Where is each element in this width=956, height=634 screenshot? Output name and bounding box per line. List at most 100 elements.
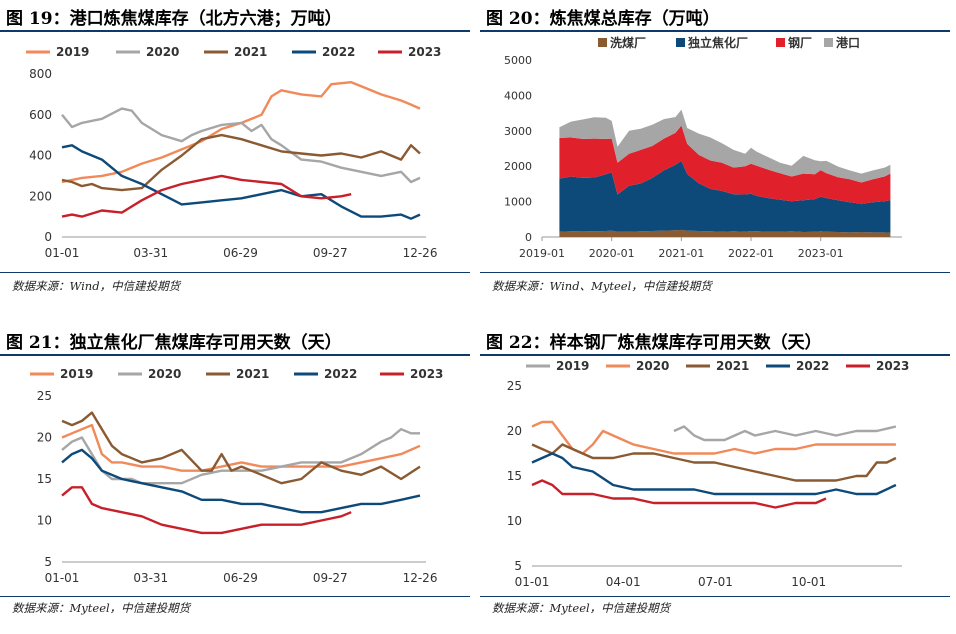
- chart-source-21: 数据来源：Myteel，中信建投期货: [12, 601, 191, 615]
- series-line-2023: [61, 174, 352, 218]
- legend-swatch: [598, 38, 607, 47]
- y-tick-label: 5000: [504, 54, 532, 67]
- x-tick-label: 01-01: [515, 575, 550, 589]
- chart-21-plot: 2019 2020 2021 2022 2023 5 10 15 20 25 01-01 03-31…: [30, 367, 443, 585]
- legend-label: 2022: [322, 45, 355, 59]
- legend-label: 港口: [836, 35, 860, 50]
- chart-title-20: 图 20：炼焦煤总库存（万吨）: [486, 9, 720, 29]
- series-line-2022: [531, 452, 897, 496]
- chart-22-plot: 2019 2020 2021 2022 2023 5 10 15 20 25 01-01 04-01…: [507, 359, 910, 589]
- y-tick-label: 25: [507, 379, 522, 393]
- series-line-2020: [531, 420, 896, 455]
- chart-19-plot: 2019 2020 2021 2022 2023 0 200 400 600 800 01-01 0…: [26, 45, 441, 260]
- y-tick-label: 15: [37, 472, 52, 486]
- legend-label: 2023: [408, 45, 441, 59]
- source-rule: [480, 596, 950, 597]
- legend-label: 2020: [148, 367, 181, 381]
- legend-swatch: [676, 38, 685, 47]
- x-tick-label: 01-01: [45, 571, 80, 585]
- source-rule: [480, 272, 950, 273]
- series-line-2020: [61, 427, 420, 485]
- panel-chart-21: 图 21：独立焦化厂焦煤库存可用天数（天） 2019 2020 2021 2022 20…: [0, 324, 470, 634]
- x-tick-label: 03-31: [133, 246, 168, 260]
- x-tick-label: 2020-01: [589, 247, 635, 260]
- y-tick-label: 10: [37, 514, 52, 528]
- legend-label: 2020: [636, 359, 669, 373]
- y-tick-label: 20: [507, 424, 522, 438]
- panel-chart-19: 图 19：港口炼焦煤库存（北方六港；万吨） 2019 2020 2021 2022 20…: [0, 0, 470, 310]
- x-tick-label: 09-27: [313, 571, 348, 585]
- series-line-2022: [61, 448, 421, 514]
- legend-label: 钢厂: [788, 35, 812, 50]
- chart-title-19: 图 19：港口炼焦煤库存（北方六港；万吨）: [6, 9, 342, 29]
- x-tick-label: 06-29: [223, 571, 258, 585]
- legend-label: 2020: [146, 45, 179, 59]
- series-line-2023: [61, 486, 352, 535]
- y-tick-label: 25: [37, 389, 52, 403]
- y-tick-label: 600: [29, 108, 52, 122]
- legend-label: 2022: [324, 367, 357, 381]
- panel-chart-22: 图 22：样本钢厂炼焦煤库存可用天数（天） 2019 2020 2021 2022 20…: [480, 324, 950, 634]
- x-tick-label: 07-01: [698, 575, 733, 589]
- x-tick-label: 10-01: [791, 575, 826, 589]
- series-line-2019: [673, 425, 897, 442]
- x-tick-label: 04-01: [606, 575, 641, 589]
- chart-20-plot: 洗煤厂 独立焦化厂 钢厂 港口 0 1000 2000 3000 4000 5000 2019-0…: [504, 35, 902, 260]
- y-tick-label: 200: [29, 189, 52, 203]
- title-rule: [480, 30, 950, 32]
- title-rule: [0, 30, 470, 32]
- series-line-2022: [61, 144, 421, 220]
- chart-source-22: 数据来源：Myteel，中信建投期货: [492, 601, 671, 615]
- y-tick-label: 0: [44, 230, 52, 244]
- y-tick-label: 3000: [504, 125, 532, 138]
- legend-swatch: [776, 38, 785, 47]
- x-tick-label: 06-29: [223, 246, 258, 260]
- legend-label: 2019: [56, 45, 89, 59]
- series-line-2021: [61, 411, 421, 485]
- series-line-2021: [531, 443, 897, 482]
- series-line-2023: [531, 479, 827, 509]
- legend-label: 洗煤厂: [610, 35, 646, 50]
- x-tick-label: 03-31: [133, 571, 168, 585]
- legend-label: 2022: [796, 359, 829, 373]
- y-tick-label: 4000: [504, 89, 532, 102]
- x-tick-label: 2021-01: [658, 247, 704, 260]
- legend-swatch: [824, 38, 833, 47]
- legend-label: 2019: [60, 367, 93, 381]
- x-tick-label: 12-26: [403, 571, 438, 585]
- y-tick-label: 20: [37, 431, 52, 445]
- y-tick-label: 5: [514, 559, 522, 573]
- x-tick-label: 12-26: [403, 246, 438, 260]
- series-line-2019: [61, 81, 421, 184]
- legend-label: 独立焦化厂: [687, 35, 748, 50]
- x-tick-label: 2023-01: [798, 247, 844, 260]
- area-independent: [559, 160, 891, 233]
- series-line-2021: [61, 133, 421, 192]
- legend-label: 2021: [234, 45, 267, 59]
- y-tick-label: 15: [507, 469, 522, 483]
- x-tick-label: 09-27: [313, 246, 348, 260]
- x-tick-label: 01-01: [45, 246, 80, 260]
- area-steel: [559, 125, 891, 204]
- y-tick-label: 0: [525, 231, 532, 244]
- legend-label: 2021: [236, 367, 269, 381]
- legend-label: 2021: [716, 359, 749, 373]
- y-tick-label: 400: [29, 149, 52, 163]
- legend-label: 2023: [410, 367, 443, 381]
- area-washer: [559, 229, 891, 237]
- title-rule: [480, 354, 950, 356]
- chart-title-21: 图 21：独立焦化厂焦煤库存可用天数（天）: [6, 333, 342, 353]
- area-port: [559, 109, 891, 183]
- series-line-2020: [61, 107, 421, 184]
- y-tick-label: 1000: [504, 196, 532, 209]
- title-rule: [0, 354, 470, 356]
- x-tick-label: 2019-01: [519, 247, 565, 260]
- legend-label: 2019: [556, 359, 589, 373]
- source-rule: [0, 596, 470, 597]
- y-tick-label: 800: [29, 67, 52, 81]
- panel-chart-20: 图 20：炼焦煤总库存（万吨） 洗煤厂 独立焦化厂 钢厂 港口 0 1000 2000 30…: [480, 0, 950, 310]
- source-rule: [0, 272, 470, 273]
- y-tick-label: 5: [44, 555, 52, 569]
- legend-label: 2023: [876, 359, 909, 373]
- chart-source-19: 数据来源：Wind，中信建投期货: [12, 279, 181, 293]
